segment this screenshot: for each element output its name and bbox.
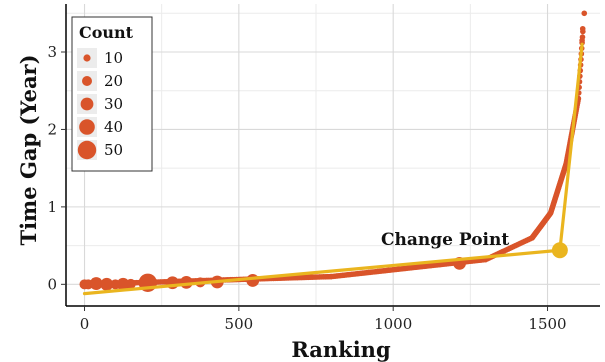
legend-title: Count	[79, 23, 134, 42]
legend-entry-label: 30	[104, 95, 123, 113]
legend-entry-label: 50	[104, 141, 123, 159]
legend-key	[79, 119, 95, 135]
x-axis-title: Ranking	[291, 337, 391, 362]
data-point	[579, 37, 585, 44]
data-point-large	[89, 277, 103, 290]
data-point-large	[116, 277, 130, 291]
legend: Count 10 20 30 40 50	[71, 16, 153, 172]
y-tick-label: 2	[47, 120, 57, 138]
change-point-label: Change Point	[381, 230, 509, 250]
legend-key	[80, 97, 94, 111]
axes: 0 500 1000 1500 0 1 2 3	[47, 4, 600, 333]
legend-entry-label: 40	[104, 118, 123, 136]
data-point-large	[246, 274, 260, 287]
legend-key	[82, 76, 92, 86]
y-tick-label: 1	[47, 198, 57, 216]
y-axis-title: Time Gap (Year)	[16, 54, 41, 245]
change-point-marker	[551, 242, 568, 259]
x-tick-label: 500	[225, 315, 254, 333]
data-point-large	[125, 278, 136, 289]
fit-line	[558, 42, 584, 252]
x-tick-label: 1500	[528, 315, 566, 333]
x-tick-label: 0	[80, 315, 90, 333]
fit-lines	[82, 42, 584, 296]
x-tick-label: 1000	[374, 315, 412, 333]
legend-entry-label: 10	[104, 49, 123, 67]
data-point	[579, 25, 586, 32]
fit-line	[82, 248, 562, 296]
legend-key	[77, 140, 97, 160]
data-point-large	[100, 277, 114, 291]
legend-key	[83, 54, 91, 62]
scatter-points	[79, 10, 588, 292]
data-point	[581, 10, 588, 17]
y-tick-label: 3	[47, 43, 57, 61]
legend-entry-label: 20	[104, 72, 123, 90]
y-tick-label: 0	[47, 275, 57, 293]
